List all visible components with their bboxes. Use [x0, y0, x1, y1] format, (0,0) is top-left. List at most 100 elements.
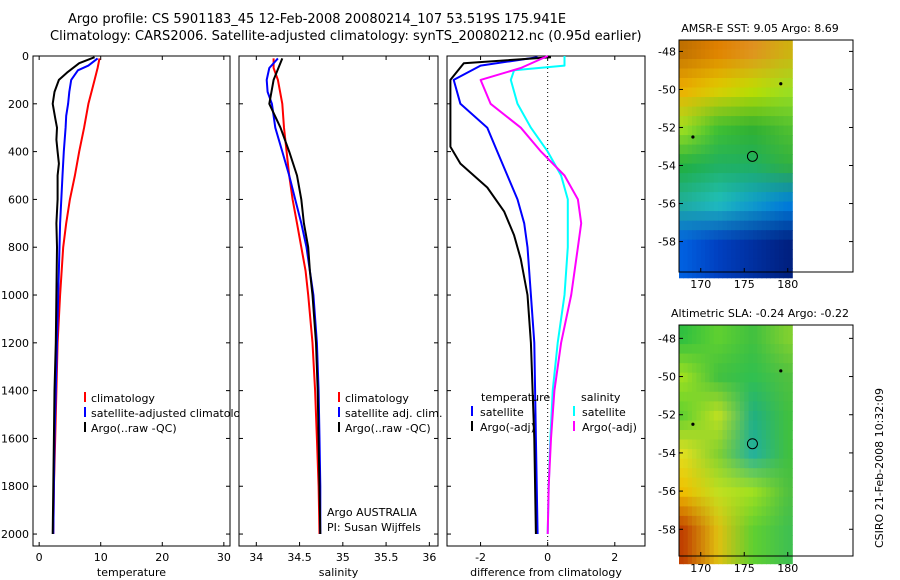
map-cell	[761, 496, 767, 507]
map-cell	[687, 68, 693, 79]
y-tick-label: -54	[658, 447, 676, 460]
map-cell	[766, 258, 771, 269]
map-cell	[753, 173, 758, 184]
series-line-salinity-argo-adj-	[479, 55, 583, 535]
map-cell	[770, 382, 776, 393]
map-cell	[696, 535, 702, 546]
map-cell	[709, 40, 715, 51]
map-cell	[735, 116, 741, 127]
map-cell	[679, 325, 684, 336]
map-cell	[739, 458, 745, 469]
map-cell	[735, 544, 741, 555]
map-cell	[726, 106, 732, 117]
map-cell	[722, 325, 728, 336]
map-cell	[731, 59, 737, 70]
map-cell	[713, 334, 719, 345]
map-cell	[726, 268, 732, 279]
map-cell	[709, 173, 715, 184]
map-cell	[718, 334, 724, 345]
map-cell	[766, 410, 771, 421]
map-cell	[787, 125, 793, 136]
map-cell	[753, 125, 758, 136]
map-cell	[761, 68, 767, 79]
map-cell	[731, 154, 737, 165]
map-cell	[783, 325, 789, 336]
map-cell	[700, 211, 706, 222]
map-cell	[709, 125, 715, 136]
map-cell	[709, 49, 715, 60]
map-cell	[735, 87, 741, 98]
map-cell	[718, 525, 724, 536]
map-cell	[722, 135, 728, 146]
map-cell	[748, 239, 754, 250]
map-cell	[735, 230, 741, 241]
map-cell	[687, 506, 693, 517]
map-cell	[722, 40, 728, 51]
map-cell	[779, 87, 784, 98]
y-tick-label: -48	[658, 332, 676, 345]
map-cell	[757, 477, 763, 488]
map-cell	[718, 182, 724, 193]
map-cell	[692, 401, 697, 412]
map-cell	[700, 410, 706, 421]
map-cell	[687, 401, 693, 412]
map-cell	[735, 449, 741, 460]
map-cell	[713, 78, 719, 89]
map-cell	[731, 363, 737, 374]
map-cell	[713, 268, 719, 279]
x-tick-label: 0	[36, 551, 43, 564]
map-cell	[735, 163, 741, 174]
map-cell	[726, 182, 732, 193]
y-tick-label: 2000	[1, 528, 29, 541]
map-cell	[700, 68, 706, 79]
map-cell	[696, 363, 702, 374]
map-cell	[774, 163, 780, 174]
map-cell	[713, 239, 719, 250]
map-cell	[735, 353, 741, 364]
map-cell	[709, 372, 715, 383]
map-cell	[713, 59, 719, 70]
map-cell	[696, 353, 702, 364]
map-cell	[744, 220, 750, 231]
map-cell	[700, 49, 706, 60]
map-cell	[739, 544, 745, 555]
x-tick-label: 2	[611, 551, 618, 564]
map-cell	[700, 220, 706, 231]
map-cell	[713, 430, 719, 441]
map-cell	[757, 458, 763, 469]
map-cell	[692, 230, 697, 241]
map-cell	[709, 334, 715, 345]
map-cell	[687, 544, 693, 555]
map-cell	[700, 468, 706, 479]
map-cell	[787, 220, 793, 231]
map-cell	[735, 125, 741, 136]
map-cell	[718, 125, 724, 136]
map-cell	[761, 544, 767, 555]
map-cell	[692, 458, 697, 469]
map-cell	[692, 116, 697, 127]
map-cell	[735, 496, 741, 507]
map-cell	[739, 515, 745, 526]
map-cell	[766, 163, 771, 174]
series-line-temperature-argo-adj-	[449, 56, 552, 535]
map-cell	[705, 211, 711, 222]
map-cell	[700, 325, 706, 336]
map-cell	[679, 59, 684, 70]
map-cell	[679, 391, 684, 402]
map-cell	[709, 544, 715, 555]
map-cell	[696, 239, 702, 250]
map-cell	[761, 344, 767, 355]
x-tick-label: 180	[777, 562, 798, 575]
map-cell	[700, 154, 706, 165]
map-cell	[739, 135, 745, 146]
map-cell	[779, 391, 784, 402]
map-cell	[753, 344, 758, 355]
map-cell	[761, 449, 767, 460]
map-cell	[766, 344, 771, 355]
map-cell	[761, 49, 767, 60]
map-cell	[761, 468, 767, 479]
map-cell	[757, 372, 763, 383]
map-cell	[731, 506, 737, 517]
map-cell	[761, 106, 767, 117]
map-cell	[783, 439, 789, 450]
